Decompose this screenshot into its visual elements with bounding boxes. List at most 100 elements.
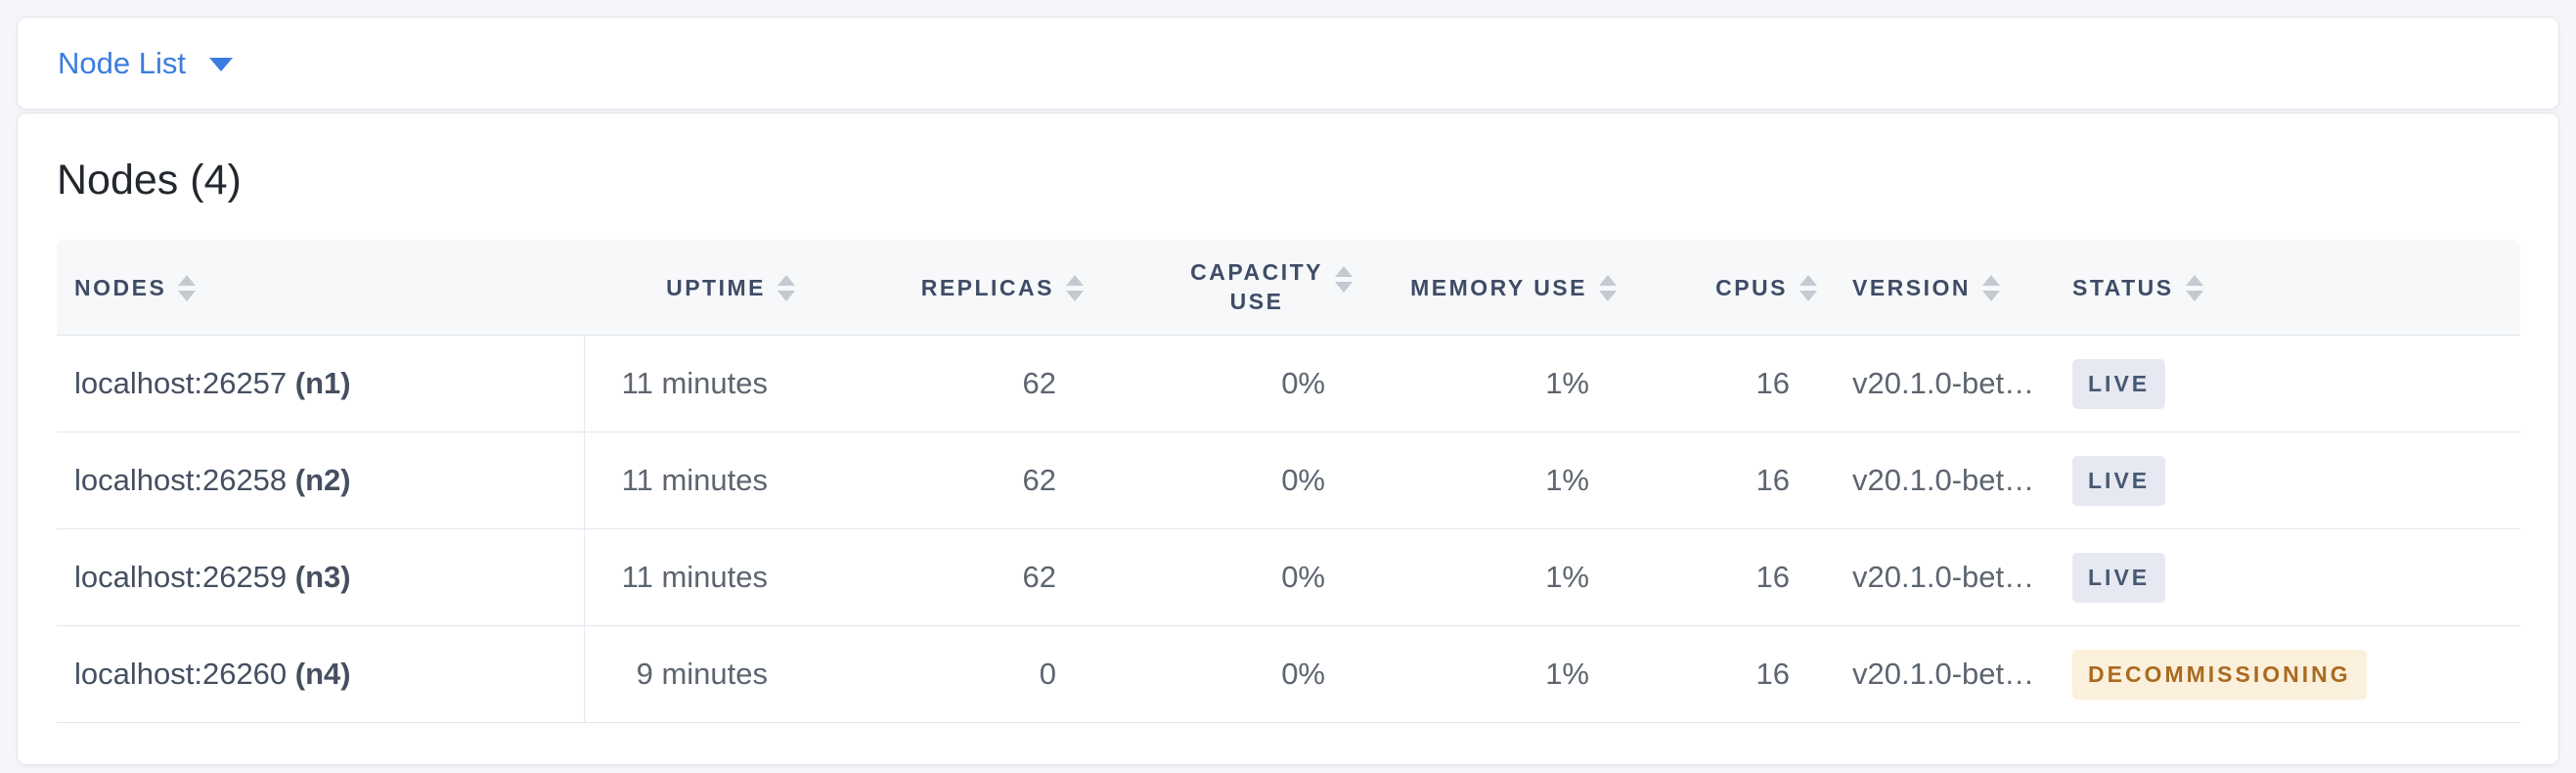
replicas-cell: 0: [815, 626, 1103, 723]
node-address: localhost:26259: [74, 560, 288, 594]
sort-down-arrow-icon: [1335, 281, 1353, 293]
view-selector-dropdown[interactable]: Node List: [58, 46, 233, 81]
column-label-capacity_use: CAPACITY USE: [1190, 258, 1323, 317]
column-header-capacity_use[interactable]: CAPACITY USE: [1103, 240, 1372, 336]
node-address: localhost:26257: [74, 366, 288, 400]
status-cell: DECOMMISSIONING: [2057, 626, 2520, 723]
sort-icon: [1799, 274, 1817, 301]
view-selector-label: Node List: [58, 45, 186, 80]
cpus-value: 16: [1755, 657, 1790, 691]
uptime-cell: 9 minutes: [585, 626, 815, 723]
column-header-content: NODES: [74, 274, 197, 301]
sort-icon: [2185, 274, 2203, 301]
status-badge: LIVE: [2072, 455, 2166, 506]
sort-up-arrow-icon: [2185, 274, 2203, 286]
column-label-replicas: REPLICAS: [920, 274, 1054, 300]
replicas-value: 62: [1022, 463, 1056, 497]
status-cell: LIVE: [2057, 336, 2520, 432]
node-row: localhost:26259 (n3) 11 minutes 62 0% 1% 16 v2…: [57, 529, 2520, 626]
memory-use-value: 1%: [1545, 463, 1589, 497]
version-value: v20.1.0-bet…: [1852, 657, 2035, 691]
column-header-uptime[interactable]: UPTIME: [585, 240, 815, 336]
status-badge: LIVE: [2072, 358, 2166, 409]
table-header-row: NODES UPTIME REPLICAS CAPACITY USE MEMORY USE…: [57, 240, 2520, 336]
capacity-use-value: 0%: [1281, 657, 1325, 691]
capacity-use-value: 0%: [1281, 560, 1325, 594]
replicas-value: 62: [1022, 366, 1056, 400]
capacity-use-cell: 0%: [1103, 336, 1372, 432]
memory-use-cell: 1%: [1372, 336, 1636, 432]
column-label-line: CAPACITY: [1190, 258, 1323, 285]
node-id: (n1): [294, 366, 351, 400]
page-title: Nodes (4): [57, 157, 242, 204]
nodes-table: NODES UPTIME REPLICAS CAPACITY USE MEMORY USE…: [57, 240, 2520, 723]
node-row: localhost:26258 (n2) 11 minutes 62 0% 1% 16 v2…: [57, 432, 2520, 529]
column-header-content: MEMORY USE: [1410, 274, 1617, 301]
sort-icon: [777, 274, 795, 301]
sort-up-arrow-icon: [1799, 274, 1817, 286]
column-label-status: STATUS: [2072, 274, 2174, 300]
uptime-value: 11 minutes: [621, 463, 768, 497]
version-value: v20.1.0-bet…: [1852, 560, 2035, 594]
column-header-status[interactable]: STATUS: [2057, 240, 2520, 336]
column-label-cpus: CPUS: [1715, 274, 1788, 300]
sort-up-arrow-icon: [1335, 265, 1353, 277]
column-header-content: UPTIME: [666, 274, 795, 301]
version-cell: v20.1.0-bet…: [1837, 626, 2057, 723]
uptime-cell: 11 minutes: [585, 432, 815, 529]
uptime-value: 11 minutes: [621, 366, 768, 400]
replicas-cell: 62: [815, 336, 1103, 432]
sort-icon: [1599, 274, 1617, 301]
sort-down-arrow-icon: [178, 290, 197, 301]
nodes-card: Nodes (4) NODES UPTIME REPLICAS CAPACITY USE…: [17, 113, 2559, 765]
status-cell: LIVE: [2057, 529, 2520, 626]
uptime-value: 9 minutes: [636, 657, 768, 691]
replicas-value: 0: [1039, 657, 1056, 691]
sort-up-arrow-icon: [1066, 274, 1084, 286]
sort-up-arrow-icon: [777, 274, 795, 286]
status-cell: LIVE: [2057, 432, 2520, 529]
node-row: localhost:26257 (n1) 11 minutes 62 0% 1% 16 v2…: [57, 336, 2520, 432]
column-header-content: REPLICAS: [920, 274, 1084, 301]
capacity-use-cell: 0%: [1103, 432, 1372, 529]
cpus-value: 16: [1755, 366, 1790, 400]
version-value: v20.1.0-bet…: [1852, 463, 2035, 497]
column-header-memory_use[interactable]: MEMORY USE: [1372, 240, 1636, 336]
node-id: (n3): [294, 560, 351, 594]
column-header-replicas[interactable]: REPLICAS: [815, 240, 1103, 336]
node-row: localhost:26260 (n4) 9 minutes 0 0% 1% 16 v20.…: [57, 626, 2520, 723]
node-id: (n2): [294, 463, 351, 497]
memory-use-value: 1%: [1545, 657, 1589, 691]
node-address-cell: localhost:26258 (n2): [57, 432, 585, 529]
sort-up-arrow-icon: [1599, 274, 1617, 286]
column-header-content: CAPACITY USE: [1190, 258, 1353, 317]
column-header-nodes[interactable]: NODES: [57, 240, 585, 336]
sort-up-arrow-icon: [1982, 274, 2001, 286]
sort-down-arrow-icon: [1066, 290, 1084, 301]
node-address-cell: localhost:26259 (n3): [57, 529, 585, 626]
sort-up-arrow-icon: [178, 274, 197, 286]
replicas-value: 62: [1022, 560, 1056, 594]
capacity-use-value: 0%: [1281, 463, 1325, 497]
column-header-cpus[interactable]: CPUS: [1636, 240, 1837, 336]
column-header-content: STATUS: [2072, 274, 2203, 301]
status-badge: DECOMMISSIONING: [2072, 649, 2367, 700]
column-label-memory_use: MEMORY USE: [1410, 274, 1587, 300]
version-cell: v20.1.0-bet…: [1837, 432, 2057, 529]
capacity-use-cell: 0%: [1103, 529, 1372, 626]
column-label-version: VERSION: [1852, 274, 1972, 300]
column-header-version[interactable]: VERSION: [1837, 240, 2057, 336]
cpus-cell: 16: [1636, 626, 1837, 723]
chevron-down-icon: [208, 58, 233, 71]
node-id: (n4): [294, 657, 351, 691]
uptime-value: 11 minutes: [621, 560, 768, 594]
replicas-cell: 62: [815, 432, 1103, 529]
version-cell: v20.1.0-bet…: [1837, 336, 2057, 432]
uptime-cell: 11 minutes: [585, 529, 815, 626]
memory-use-cell: 1%: [1372, 432, 1636, 529]
sort-down-arrow-icon: [777, 290, 795, 301]
node-address: localhost:26260: [74, 657, 288, 691]
memory-use-cell: 1%: [1372, 626, 1636, 723]
sort-icon: [1335, 265, 1353, 293]
version-cell: v20.1.0-bet…: [1837, 529, 2057, 626]
